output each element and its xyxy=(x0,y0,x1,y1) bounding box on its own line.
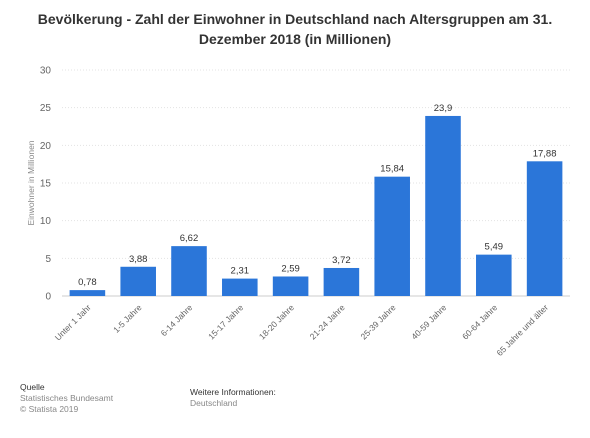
data-label: 3,88 xyxy=(129,254,148,265)
source-block: Quelle Statistisches Bundesamt © Statist… xyxy=(20,382,113,415)
bar xyxy=(425,115,461,296)
y-tick-label: 5 xyxy=(45,254,51,265)
data-label: 6,62 xyxy=(180,233,199,244)
y-tick-label: 0 xyxy=(45,292,51,303)
bar xyxy=(323,267,360,296)
x-tick-label: 60-64 Jahre xyxy=(460,302,499,341)
data-label: 23,9 xyxy=(434,103,453,114)
y-tick-label: 30 xyxy=(40,66,52,77)
x-tick-label: 18-20 Jahre xyxy=(257,302,296,341)
bar xyxy=(272,276,309,296)
copyright: © Statista 2019 xyxy=(20,404,79,414)
x-tick-label: 15-17 Jahre xyxy=(206,302,245,341)
chart-title: Bevölkerung - Zahl der Einwohner in Deut… xyxy=(37,11,553,47)
bar xyxy=(526,161,563,296)
y-tick-label: 20 xyxy=(40,141,52,152)
x-tick-label: 25-39 Jahre xyxy=(358,302,397,341)
info-block: Weitere Informationen: Deutschland xyxy=(190,387,276,409)
info-heading: Weitere Informationen: xyxy=(190,387,276,397)
source-name: Statistisches Bundesamt xyxy=(20,393,114,403)
x-tick-label: 6-14 Jahre xyxy=(159,302,195,338)
bar xyxy=(222,278,258,296)
data-label: 0,78 xyxy=(78,277,97,288)
bar xyxy=(476,254,512,296)
data-label: 2,31 xyxy=(231,266,250,277)
x-tick-label: 65 Jahre und älter xyxy=(494,302,550,358)
y-axis-label: Einwohner in Millionen xyxy=(26,140,36,225)
data-label: 3,72 xyxy=(332,255,351,266)
bar xyxy=(171,246,207,296)
x-tick-label: Unter 1 Jahr xyxy=(53,302,93,342)
data-label: 15,84 xyxy=(380,164,404,175)
data-label: 17,88 xyxy=(533,148,557,159)
y-tick-label: 25 xyxy=(40,103,52,114)
data-label: 5,49 xyxy=(485,242,504,253)
data-label: 2,59 xyxy=(281,263,300,274)
bar xyxy=(374,176,410,296)
bar xyxy=(120,266,156,296)
bar xyxy=(69,290,106,296)
info-region: Deutschland xyxy=(190,398,238,408)
x-tick-label: 1-5 Jahre xyxy=(111,302,144,335)
x-tick-label: 40-59 Jahre xyxy=(409,302,448,341)
x-tick-label: 21-24 Jahre xyxy=(308,302,347,341)
source-heading: Quelle xyxy=(20,382,45,392)
y-tick-label: 10 xyxy=(40,216,52,227)
y-tick-label: 15 xyxy=(40,179,52,190)
